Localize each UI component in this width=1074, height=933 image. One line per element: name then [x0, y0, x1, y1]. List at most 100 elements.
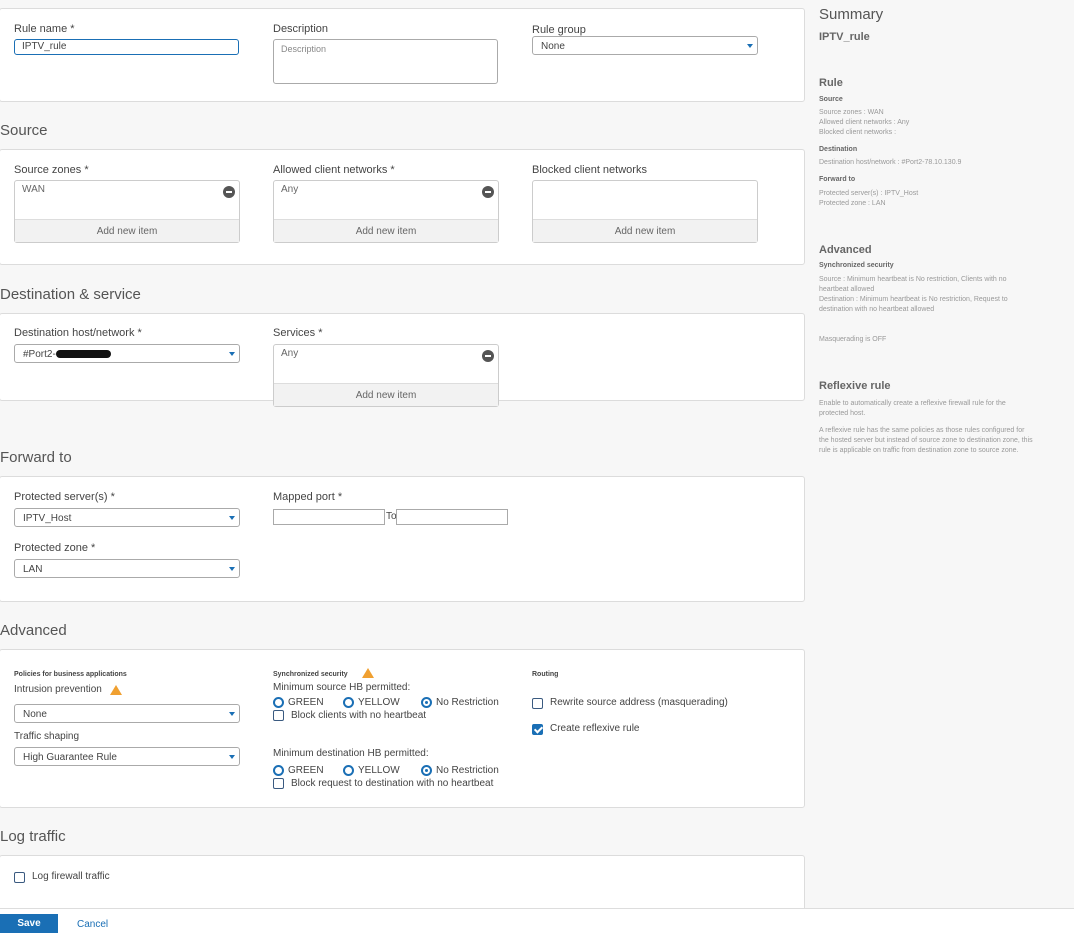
summary-source-heading: Source: [819, 96, 843, 103]
ips-select[interactable]: None: [14, 704, 240, 723]
log-firewall-label: Log firewall traffic: [32, 871, 110, 882]
rule-group-select[interactable]: None: [532, 36, 758, 55]
blocked-networks-label: Blocked client networks: [532, 164, 647, 176]
block-clients-label: Block clients with no heartbeat: [291, 710, 427, 721]
src-no-restriction-label: No Restriction: [436, 697, 499, 708]
to-label: To: [386, 511, 397, 522]
description-input[interactable]: Description: [273, 39, 498, 84]
list-item: Any: [281, 348, 299, 359]
blocked-networks-list: Add new item: [532, 180, 758, 243]
summary-reflexive-p1: Enable to automatically create a reflexi…: [819, 400, 1006, 417]
summary-masq: Masquerading is OFF: [819, 336, 887, 343]
footer-bar: [0, 908, 1074, 933]
advanced-heading: Advanced: [0, 622, 67, 639]
description-label: Description: [273, 23, 329, 35]
destination-host-select[interactable]: #Port2-: [14, 344, 240, 363]
src-yellow-label: YELLOW: [358, 697, 400, 708]
dst-green-label: GREEN: [288, 765, 324, 776]
add-item-button[interactable]: Add new item: [274, 219, 498, 242]
ips-label: Intrusion prevention: [14, 684, 102, 695]
redaction-mark: [55, 350, 111, 359]
summary-rule-name: IPTV_rule: [819, 31, 870, 43]
summary-advanced-heading: Advanced: [819, 244, 872, 256]
list-item: WAN: [22, 184, 45, 195]
add-item-button[interactable]: Add new item: [15, 219, 239, 242]
summary-protected-server: Protected server(s) : IPTV_Host: [819, 190, 919, 197]
warning-icon: [110, 685, 122, 695]
dst-no-restriction-label: No Restriction: [436, 765, 499, 776]
summary-destination-heading: Destination: [819, 146, 858, 153]
create-reflexive-label: Create reflexive rule: [550, 723, 640, 734]
min-source-hb-label: Minimum source HB permitted:: [273, 682, 411, 693]
policies-label: Policies for business applications: [14, 671, 127, 678]
mapped-port-from-input[interactable]: [273, 509, 385, 525]
summary-sync-source: Source : Minimum heartbeat is No restric…: [819, 276, 1007, 293]
summary-sync-dest: Destination : Minimum heartbeat is No re…: [819, 296, 1008, 313]
protected-zone-label: Protected zone *: [14, 542, 96, 554]
destination-heading: Destination & service: [0, 286, 141, 303]
protected-server-select[interactable]: IPTV_Host: [14, 508, 240, 527]
src-yellow-radio[interactable]: [343, 697, 354, 708]
protected-zone-select[interactable]: LAN: [14, 559, 240, 578]
summary-rule-heading: Rule: [819, 77, 843, 89]
summary-reflexive-p2: A reflexive rule has the same policies a…: [819, 427, 1033, 454]
source-zones-list: WAN Add new item: [14, 180, 240, 243]
create-reflexive-checkbox[interactable]: [532, 724, 543, 735]
warning-icon: [362, 668, 374, 678]
list-item: Any: [281, 184, 299, 195]
rule-name-label: Rule name *: [14, 23, 75, 35]
protected-server-label: Protected server(s) *: [14, 491, 115, 503]
advanced-card: [0, 649, 805, 808]
sync-security-label: Synchronized security: [273, 671, 348, 678]
rule-name-input[interactable]: IPTV_rule: [14, 39, 239, 55]
block-request-checkbox[interactable]: [273, 778, 284, 789]
log-heading: Log traffic: [0, 828, 66, 845]
save-button[interactable]: Save: [0, 914, 58, 933]
add-item-button[interactable]: Add new item: [274, 383, 498, 406]
block-request-label: Block request to destination with no hea…: [291, 778, 494, 789]
dst-no-restriction-radio[interactable]: [421, 765, 432, 776]
summary-blocked: Blocked client networks :: [819, 129, 897, 136]
mapped-port-to-input[interactable]: [396, 509, 508, 525]
traffic-shaping-label: Traffic shaping: [14, 731, 80, 742]
remove-icon[interactable]: [223, 186, 235, 198]
rewrite-source-checkbox[interactable]: [532, 698, 543, 709]
source-zones-label: Source zones *: [14, 164, 89, 176]
rewrite-source-label: Rewrite source address (masquerading): [550, 697, 728, 708]
services-list: Any Add new item: [273, 344, 499, 407]
summary-allowed: Allowed client networks : Any: [819, 119, 910, 126]
summary-sync-heading: Synchronized security: [819, 262, 894, 269]
add-item-button[interactable]: Add new item: [533, 219, 757, 242]
traffic-shaping-select[interactable]: High Guarantee Rule: [14, 747, 240, 766]
dst-yellow-label: YELLOW: [358, 765, 400, 776]
src-green-radio[interactable]: [273, 697, 284, 708]
min-destination-hb-label: Minimum destination HB permitted:: [273, 748, 429, 759]
summary-reflexive-heading: Reflexive rule: [819, 380, 891, 392]
forward-card: [0, 476, 805, 602]
log-firewall-checkbox[interactable]: [14, 872, 25, 883]
source-heading: Source: [0, 122, 48, 139]
mapped-port-label: Mapped port *: [273, 491, 343, 503]
dst-yellow-radio[interactable]: [343, 765, 354, 776]
cancel-button[interactable]: Cancel: [77, 919, 109, 930]
summary-forward-heading: Forward to: [819, 176, 856, 183]
src-no-restriction-radio[interactable]: [421, 697, 432, 708]
routing-label: Routing: [532, 671, 559, 678]
remove-icon[interactable]: [482, 186, 494, 198]
summary-title: Summary: [819, 6, 884, 23]
dst-green-radio[interactable]: [273, 765, 284, 776]
log-card: [0, 855, 805, 915]
src-green-label: GREEN: [288, 697, 324, 708]
allowed-networks-label: Allowed client networks *: [273, 164, 395, 176]
destination-host-label: Destination host/network *: [14, 327, 142, 339]
summary-protected-zone: Protected zone : LAN: [819, 200, 886, 207]
rule-group-label: Rule group: [532, 24, 586, 36]
allowed-networks-list: Any Add new item: [273, 180, 499, 243]
block-clients-checkbox[interactable]: [273, 710, 284, 721]
destination-host-value: #Port2-: [23, 349, 56, 360]
services-label: Services *: [273, 327, 323, 339]
forward-heading: Forward to: [0, 449, 72, 466]
summary-dest-host: Destination host/network : #Port2-78.10.…: [819, 159, 962, 166]
remove-icon[interactable]: [482, 350, 494, 362]
summary-source-zones: Source zones : WAN: [819, 109, 884, 116]
